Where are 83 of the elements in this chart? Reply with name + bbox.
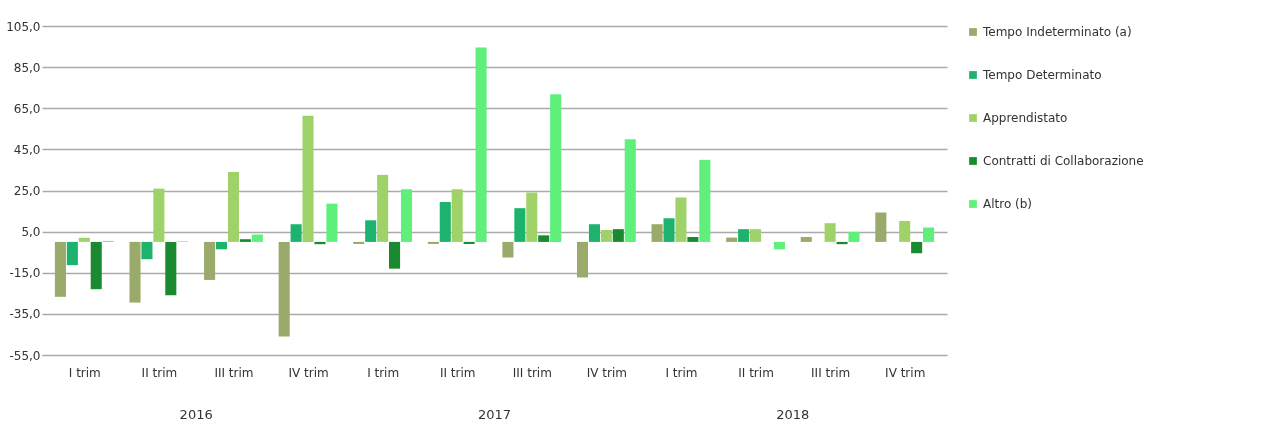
y-tick-label: 45,0 bbox=[13, 142, 41, 157]
bar bbox=[848, 231, 860, 242]
x-tick-label: II trim bbox=[141, 365, 178, 380]
bar bbox=[773, 241, 785, 250]
x-tick-label: IV trim bbox=[288, 365, 329, 380]
bar bbox=[899, 220, 911, 242]
bar bbox=[278, 241, 290, 337]
bar bbox=[314, 241, 326, 245]
bar bbox=[475, 47, 487, 242]
bar bbox=[923, 227, 935, 242]
x-tick-label: I trim bbox=[665, 365, 698, 380]
y-tick-label: 25,0 bbox=[13, 184, 41, 198]
bar bbox=[651, 224, 663, 242]
text: 2016 bbox=[179, 407, 213, 422]
bar bbox=[90, 241, 102, 290]
x-tick-label: IV trim bbox=[885, 365, 926, 380]
bar bbox=[153, 188, 165, 242]
x-tick-label: I trim bbox=[68, 365, 101, 380]
bar bbox=[239, 239, 251, 242]
bar bbox=[750, 229, 762, 242]
bar bbox=[302, 115, 314, 242]
bar bbox=[54, 241, 66, 297]
legend-label: Tempo Determinato bbox=[982, 68, 1102, 82]
legend-label: Contratti di Collaborazione bbox=[983, 154, 1144, 168]
bar bbox=[911, 241, 923, 254]
x-tick-label: III trim bbox=[811, 365, 851, 380]
bar bbox=[875, 212, 887, 242]
bar bbox=[451, 189, 463, 242]
bar bbox=[129, 241, 141, 303]
bar bbox=[427, 241, 439, 244]
bar bbox=[612, 229, 624, 242]
bar bbox=[550, 94, 562, 242]
y-tick-label: 5,0 bbox=[21, 225, 41, 240]
bar bbox=[227, 171, 239, 242]
x-tick-label: I trim bbox=[367, 365, 400, 380]
bar bbox=[514, 208, 526, 242]
legend-label: Apprendistato bbox=[983, 111, 1068, 125]
bar bbox=[687, 236, 699, 242]
x-tick-label: III trim bbox=[214, 365, 254, 380]
bar bbox=[251, 234, 263, 242]
bar bbox=[326, 203, 338, 242]
bar bbox=[738, 229, 750, 242]
legend-label: Altro (b) bbox=[983, 197, 1033, 211]
bar bbox=[377, 174, 389, 242]
y-tick-label: 105,0 bbox=[6, 19, 41, 34]
bar bbox=[353, 241, 365, 244]
bar bbox=[78, 237, 90, 242]
bar bbox=[290, 224, 302, 242]
bar bbox=[463, 241, 475, 244]
bar bbox=[141, 241, 153, 260]
bar bbox=[365, 220, 377, 242]
y-tick-label: -35,0 bbox=[9, 307, 41, 322]
bar bbox=[675, 197, 687, 242]
y-tick-label: -55,0 bbox=[9, 348, 41, 363]
bar bbox=[400, 189, 413, 242]
y-tick-label: 65,0 bbox=[13, 101, 41, 116]
bar bbox=[588, 224, 600, 242]
bar bbox=[699, 159, 711, 242]
bar bbox=[624, 139, 636, 242]
bar bbox=[600, 229, 612, 242]
x-tick-label: III trim bbox=[512, 365, 552, 380]
bar bbox=[726, 237, 738, 242]
x-tick-label: II trim bbox=[439, 365, 476, 380]
bar bbox=[389, 241, 401, 269]
text: 2018 bbox=[776, 407, 810, 422]
y-tick-label: 85,0 bbox=[13, 60, 41, 75]
x-tick-label: IV trim bbox=[586, 365, 627, 380]
text: 2017 bbox=[477, 407, 512, 422]
x-tick-label: II trim bbox=[738, 365, 774, 380]
bar bbox=[66, 241, 78, 266]
bar bbox=[204, 241, 216, 280]
bar bbox=[526, 192, 538, 242]
bar bbox=[576, 241, 589, 278]
bar bbox=[502, 241, 514, 258]
legend-label: Tempo Indeterminato (a) bbox=[982, 25, 1132, 39]
bar bbox=[439, 202, 451, 242]
bar bbox=[538, 235, 550, 242]
bar bbox=[824, 223, 836, 242]
y-tick-label: -15,0 bbox=[9, 266, 41, 281]
bar bbox=[800, 236, 812, 242]
bar bbox=[663, 218, 675, 242]
bar bbox=[215, 241, 228, 250]
bar bbox=[165, 241, 177, 296]
